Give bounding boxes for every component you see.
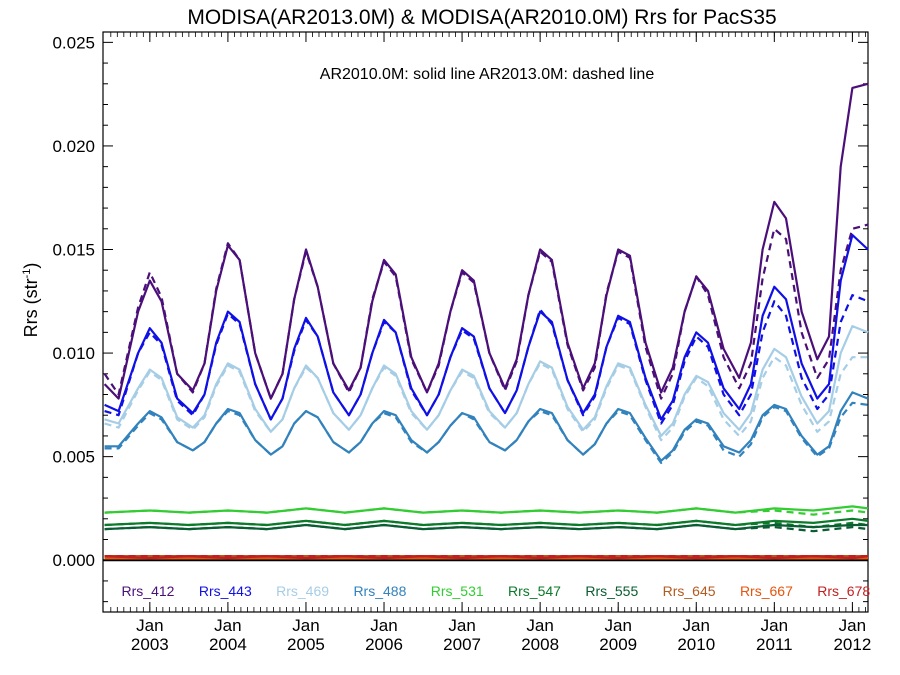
y-tick-label-0.015: 0.015 [52, 241, 95, 260]
x-tick-month-2004: Jan [214, 616, 241, 635]
series-Rrs_469-solid-line [104, 325, 869, 437]
legend-item-Rrs_443: Rrs_443 [199, 583, 252, 599]
y-tick-label-0.005: 0.005 [52, 448, 95, 467]
series-Rrs_443-dashed-line [104, 294, 869, 425]
x-tick-month-2006: Jan [370, 616, 397, 635]
plot-area: 0.0000.0050.0100.0150.0200.025Jan2003Jan… [52, 31, 871, 654]
x-tick-label-2011: 2011 [756, 635, 793, 654]
series-Rrs_412-dashed-line [103, 223, 869, 400]
x-tick-label-2005: 2005 [287, 635, 325, 654]
legend-item-Rrs_531: Rrs_531 [431, 583, 484, 599]
legend-item-Rrs_412: Rrs_412 [122, 583, 175, 599]
x-tick-label-2012: 2012 [833, 635, 871, 654]
x-tick-label-2003: 2003 [131, 635, 169, 654]
y-axis-label: Rrs (str-1) [21, 263, 41, 338]
series-Rrs_547-dashed-line [104, 519, 869, 529]
x-tick-label-2007: 2007 [443, 635, 481, 654]
series-Rrs_469-dashed-line [104, 356, 868, 442]
line-style-annotation: AR2010.0M: solid line AR2013.0M: dashed … [320, 66, 655, 83]
series-Rrs_531-dashed-line [104, 507, 869, 516]
x-tick-month-2008: Jan [526, 616, 553, 635]
series-Rrs_488-solid-line [104, 391, 869, 462]
series-Rrs_488-dashed-line [104, 401, 869, 464]
x-tick-month-2009: Jan [604, 616, 631, 635]
x-tick-month-2007: Jan [448, 616, 475, 635]
y-tick-label-0.025: 0.025 [52, 33, 95, 52]
legend-item-Rrs_667: Rrs_667 [740, 583, 793, 599]
x-tick-label-2008: 2008 [521, 635, 559, 654]
legend-item-Rrs_469: Rrs_469 [276, 583, 329, 599]
x-tick-month-2012: Jan [839, 616, 866, 635]
x-tick-label-2004: 2004 [209, 635, 247, 654]
y-tick-label-0.000: 0.000 [52, 551, 95, 570]
legend-item-Rrs_488: Rrs_488 [353, 583, 406, 599]
x-tick-label-2010: 2010 [677, 635, 715, 654]
x-tick-label-2006: 2006 [365, 635, 403, 654]
legend-item-Rrs_555: Rrs_555 [585, 583, 638, 599]
y-tick-label-0.010: 0.010 [52, 344, 95, 363]
legend-item-Rrs_645: Rrs_645 [663, 583, 716, 599]
x-tick-month-2010: Jan [683, 616, 710, 635]
x-tick-month-2011: Jan [761, 616, 788, 635]
legend-item-Rrs_678: Rrs_678 [817, 583, 870, 599]
y-tick-label-0.020: 0.020 [52, 137, 95, 156]
series-Rrs_555-dashed-line [104, 523, 869, 533]
x-tick-label-2009: 2009 [599, 635, 637, 654]
x-tick-month-2003: Jan [136, 616, 163, 635]
x-tick-month-2005: Jan [292, 616, 319, 635]
chart-title: MODISA(AR2013.0M) & MODISA(AR2010.0M) Rr… [187, 6, 776, 29]
plot-frame [102, 31, 869, 613]
legend-item-Rrs_547: Rrs_547 [508, 583, 561, 599]
